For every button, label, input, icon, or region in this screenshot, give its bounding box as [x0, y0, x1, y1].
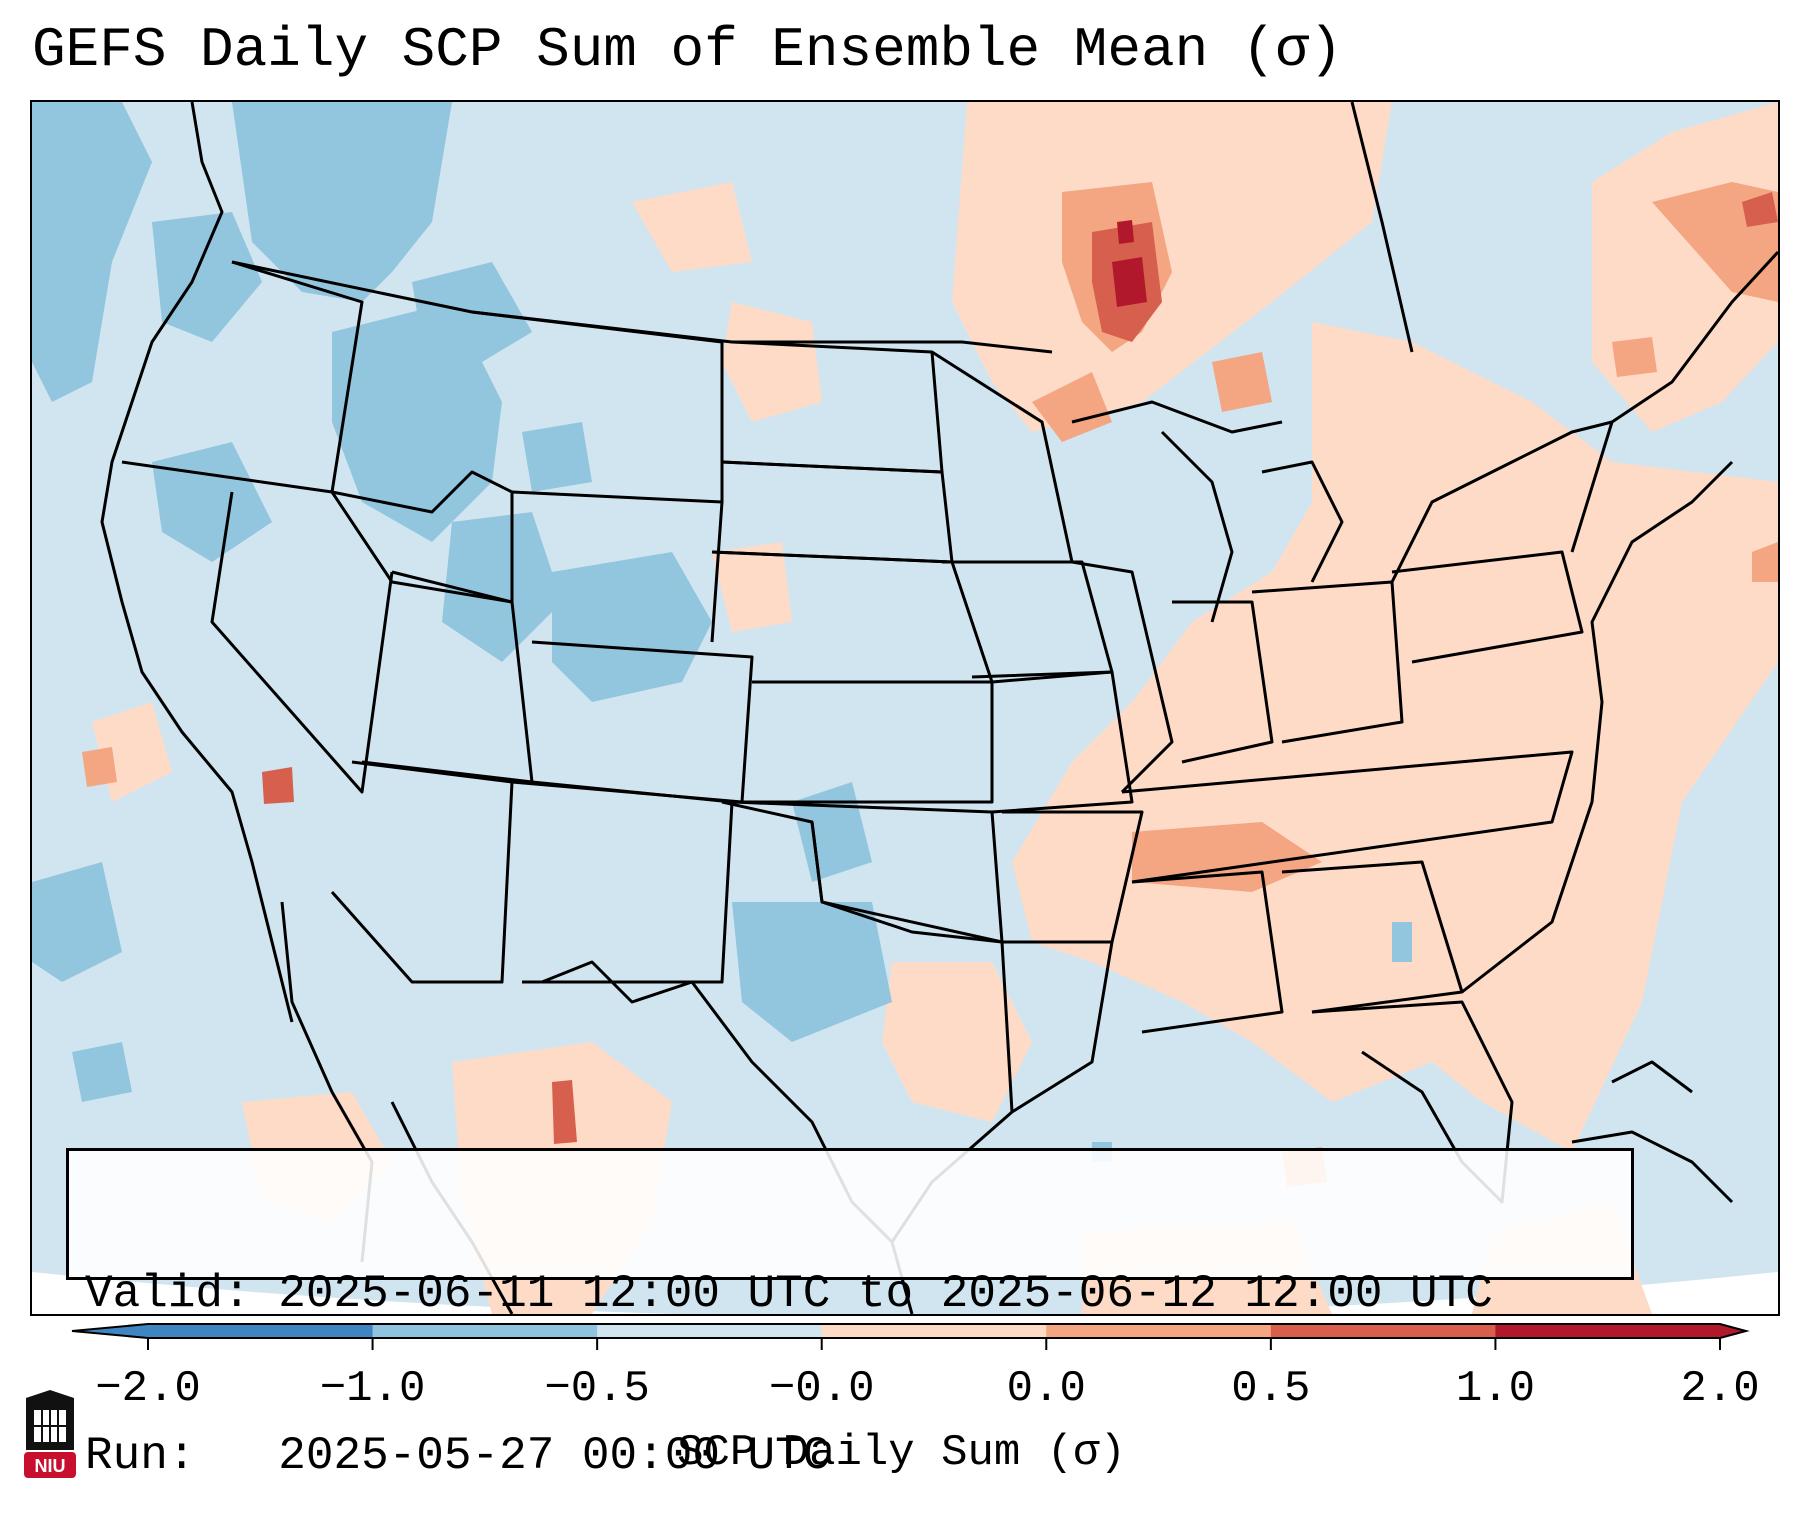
- colorbar-tick-label: −0.0: [768, 1364, 875, 1414]
- oregon-border: [121, 260, 364, 494]
- colorbar-segment: [1046, 1324, 1272, 1338]
- nevada: [210, 491, 394, 794]
- colorbar-label: SCP Daily Sum (σ): [677, 1428, 1126, 1478]
- colorbar-segment: [148, 1324, 374, 1338]
- new-england: [1570, 250, 1778, 553]
- run-value: 2025-05-27 00:00 UTC: [278, 1430, 831, 1482]
- arizona: [330, 760, 514, 984]
- map-canvas: [32, 102, 1778, 1314]
- lake-superior-shore: [1071, 400, 1283, 434]
- colorbar-tick-label: 0.5: [1231, 1364, 1311, 1414]
- caribbean-islands: [1571, 1130, 1734, 1204]
- map-title: GEFS Daily SCP Sum of Ensemble Mean (σ): [32, 18, 1343, 82]
- bahamas: [1611, 1060, 1693, 1094]
- valid-value: 2025-06-11 12:00 UTC to 2025-06-12 12:00…: [278, 1268, 1493, 1320]
- colorbar-segment: [821, 1324, 1047, 1338]
- missouri: [991, 670, 1134, 814]
- colorbar-segment: [1495, 1324, 1721, 1338]
- illinois: [1071, 560, 1174, 794]
- colorbar-ticks: [147, 1338, 1721, 1350]
- logo-badge: [24, 1452, 76, 1478]
- colorbar-extension-max: [1720, 1324, 1746, 1338]
- georgia: [1281, 860, 1464, 1014]
- colorbar-tick-label: 2.0: [1680, 1364, 1760, 1414]
- colorbar-tick-label: −1.0: [319, 1364, 426, 1414]
- montana: [471, 310, 724, 502]
- logo-grid: [34, 1410, 66, 1442]
- negative-light-blue-regions: [32, 102, 1412, 1162]
- run-info-box: Valid: 2025-06-11 12:00 UTC to 2025-06-1…: [66, 1148, 1634, 1482]
- colorbar-segment: [1270, 1324, 1496, 1338]
- run-line: Run: 2025-05-27 00:00 UTC: [85, 1429, 1615, 1483]
- michigan: [1261, 460, 1344, 583]
- colorbar-tick-label: −0.5: [544, 1364, 650, 1414]
- pennsylvania: [1391, 550, 1584, 664]
- logo-text: NIU: [35, 1456, 66, 1476]
- atlantic-coastline: [1461, 460, 1734, 994]
- colorbar: [71, 1323, 1750, 1350]
- colorbar-segments: [72, 1324, 1746, 1338]
- ontario-quebec: [1350, 102, 1414, 353]
- colorbar-extension-min: [72, 1324, 148, 1338]
- university-logo: NIU: [24, 1390, 76, 1478]
- pacific-coastline: [100, 102, 294, 1023]
- valid-line: Valid: 2025-06-11 12:00 UTC to 2025-06-1…: [85, 1267, 1615, 1321]
- valid-label: Valid:: [85, 1268, 251, 1320]
- great-lakes-ny: [1390, 420, 1613, 583]
- mississippi-alabama: [1131, 870, 1284, 1034]
- utah: [361, 570, 534, 784]
- positive-dark-red-regions: [1112, 220, 1147, 307]
- indiana: [1172, 600, 1274, 764]
- iowa: [942, 560, 1114, 679]
- louisiana: [1002, 940, 1114, 1114]
- new-mexico: [522, 780, 734, 984]
- colorbar-tick-label: 0.0: [1006, 1364, 1086, 1414]
- lake-michigan-west: [1160, 430, 1234, 623]
- colorbar-segment: [372, 1324, 598, 1338]
- ohio: [1251, 580, 1404, 744]
- colorbar-segment: [597, 1324, 823, 1338]
- kansas: [742, 680, 994, 804]
- colorbar-tick-label: −2.0: [95, 1364, 201, 1414]
- colorbar-tick-label: 1.0: [1455, 1364, 1536, 1414]
- run-label: Run:: [85, 1430, 196, 1482]
- tennessee-nc: [1121, 750, 1574, 884]
- map-panel: [30, 100, 1780, 1316]
